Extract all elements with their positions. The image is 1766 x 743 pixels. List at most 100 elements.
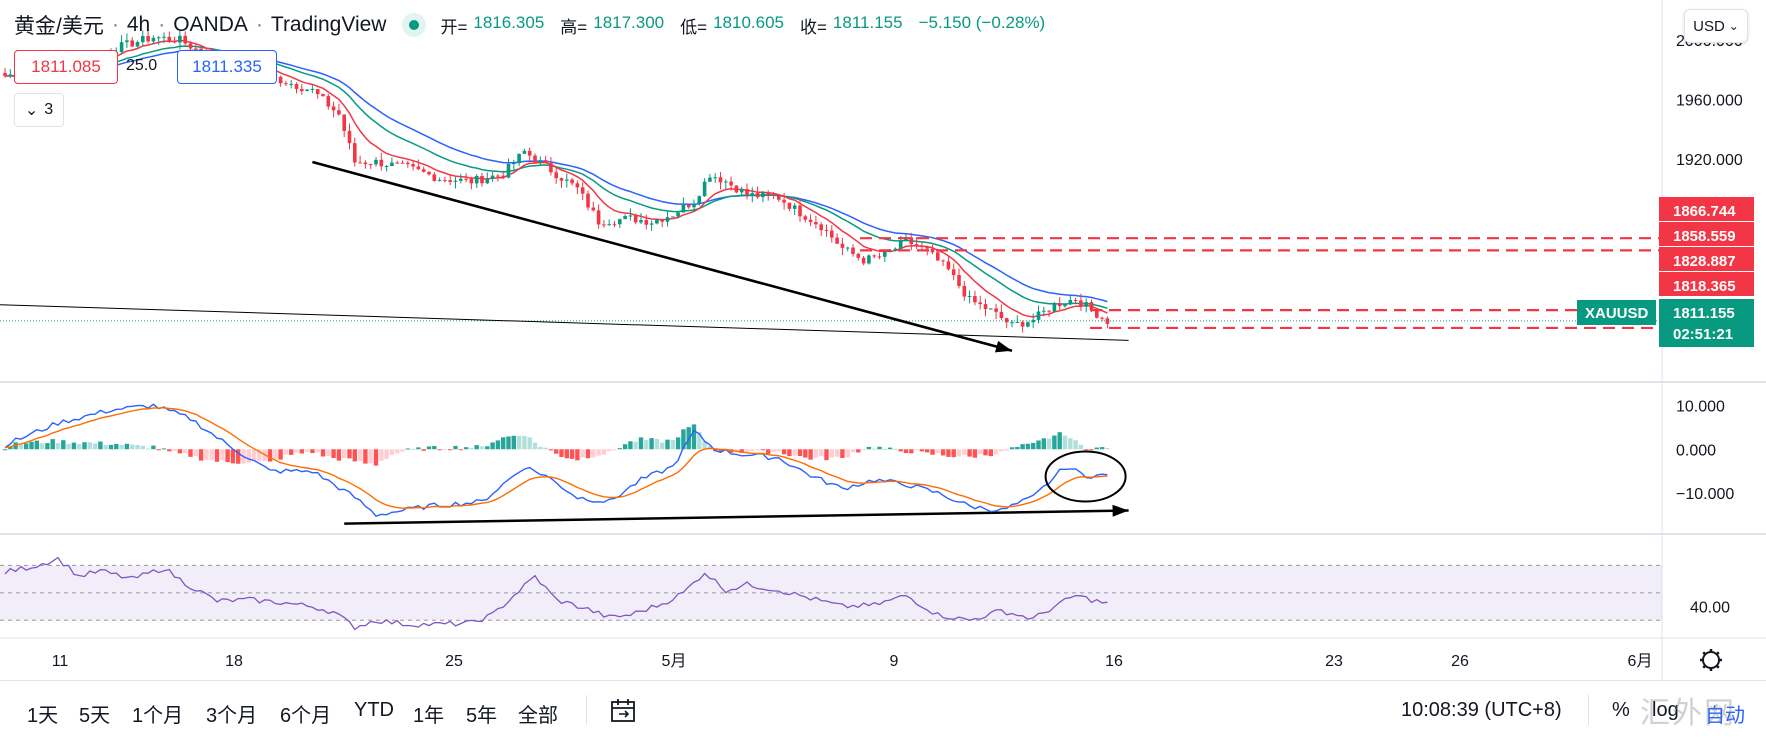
candle-body	[1100, 317, 1104, 319]
platform-label: TradingView	[270, 13, 387, 36]
macd-histogram-bar	[538, 446, 543, 450]
candle-body	[633, 215, 638, 223]
sell-price-button[interactable]: 1811.085	[14, 50, 118, 84]
candle-body	[437, 179, 442, 181]
macd-histogram-bar	[501, 437, 506, 450]
macd-signal-line	[4, 407, 1108, 509]
range-button-1m[interactable]: 1个月	[132, 705, 184, 727]
candle-body	[183, 35, 187, 44]
candle-body	[294, 83, 299, 89]
candle-body	[533, 155, 537, 163]
time-axis-label: 23	[1325, 653, 1343, 670]
macd-histogram-bar	[119, 444, 124, 450]
macd-histogram-bar	[2, 449, 8, 451]
macd-histogram-bar	[914, 449, 919, 451]
range-button-3m[interactable]: 3个月	[206, 705, 258, 727]
symbol-name[interactable]: 黄金/美元	[14, 15, 104, 38]
candle-body	[363, 162, 368, 165]
candle-body	[967, 296, 972, 298]
auto-scale-toggle[interactable]: 自动	[1705, 705, 1745, 727]
macd-histogram-bar	[485, 446, 490, 450]
go-to-date-icon[interactable]	[609, 697, 637, 725]
macd-histogram-bar	[432, 446, 437, 450]
range-button-1y[interactable]: 1年	[413, 705, 445, 727]
macd-histogram-bar	[437, 449, 442, 451]
macd-histogram-bar	[193, 449, 198, 456]
macd-histogram-bar	[320, 449, 326, 457]
candle-body	[464, 178, 468, 180]
macd-histogram-bar	[797, 449, 803, 456]
percent-scale-toggle[interactable]: %	[1612, 699, 1630, 721]
macd-histogram-bar	[872, 448, 877, 450]
macd-histogram-bar	[532, 442, 538, 450]
macd-histogram-bar	[1031, 442, 1036, 450]
candle-body	[1047, 310, 1051, 312]
macd-histogram-bar	[903, 449, 909, 454]
level-price-tag	[1659, 197, 1754, 221]
header-dot: ·	[255, 13, 263, 36]
macd-histogram-bar	[718, 449, 723, 453]
macd-histogram-bar	[967, 449, 972, 457]
macd-histogram-bar	[1089, 449, 1094, 451]
macd-histogram-bar	[1084, 449, 1089, 451]
candle-body	[761, 192, 765, 198]
range-button-1d[interactable]: 1天	[27, 705, 59, 727]
candle-body	[135, 42, 140, 47]
range-button-all[interactable]: 全部	[518, 705, 558, 727]
macd-histogram-bar	[919, 449, 925, 452]
candle-body	[750, 193, 755, 196]
candle-body	[808, 219, 813, 223]
macd-histogram-bar	[607, 449, 612, 452]
candle-body	[527, 150, 532, 156]
log-scale-toggle[interactable]: log	[1652, 699, 1679, 721]
macd-histogram-bar	[834, 449, 840, 457]
indicators-toggle-button[interactable]: ⌄ 3	[14, 93, 64, 127]
macd-histogram-bar	[628, 441, 633, 450]
macd-histogram-bar	[1015, 446, 1020, 450]
candle-body	[883, 252, 887, 257]
macd-histogram-bar	[299, 449, 304, 454]
candle-body	[845, 247, 850, 249]
time-axis-label: 9	[890, 653, 899, 670]
candle-body	[824, 230, 829, 232]
header-dot: ·	[111, 13, 119, 36]
range-button-5y[interactable]: 5年	[466, 705, 498, 727]
candle-body	[1026, 322, 1030, 327]
candle-body	[718, 177, 723, 183]
candle-body	[665, 217, 670, 222]
macd-histogram-bar	[172, 449, 177, 451]
range-button-6m[interactable]: 6个月	[280, 705, 332, 727]
macd-histogram-bar	[803, 449, 808, 458]
range-button-ytd[interactable]: YTD	[354, 699, 394, 721]
spread-value: 25.0	[126, 57, 158, 74]
close-value: 1811.155	[832, 12, 903, 32]
macd-histogram-bar	[204, 449, 209, 461]
interval-label[interactable]: 4h	[126, 13, 151, 36]
candle-body	[856, 253, 861, 258]
macd-histogram-bar	[114, 443, 119, 450]
macd-histogram-bar	[813, 449, 819, 458]
macd-histogram-bar	[458, 449, 463, 451]
macd-histogram-bar	[29, 441, 34, 450]
clock-timezone[interactable]: 10:08:39 (UTC+8)	[1401, 699, 1562, 721]
market-open-icon[interactable]	[402, 13, 427, 37]
candle-body	[681, 204, 686, 213]
macd-histogram-bar	[188, 449, 193, 457]
range-button-5d[interactable]: 5天	[79, 705, 111, 727]
broker-label: OANDA	[173, 13, 248, 36]
buy-price-button[interactable]: 1811.335	[177, 50, 277, 84]
macd-histogram-bar	[845, 449, 850, 458]
candle-body	[957, 275, 961, 286]
macd-histogram-bar	[622, 444, 628, 450]
candle-body	[729, 181, 733, 186]
macd-histogram-bar	[1025, 443, 1031, 450]
currency-select[interactable]: USD ⌄	[1684, 9, 1748, 43]
macd-histogram-bar	[686, 427, 691, 450]
settings-gear-tooth	[1715, 664, 1720, 669]
macd-histogram-bar	[522, 436, 527, 450]
macd-histogram-bar	[448, 449, 453, 451]
settings-gear-icon[interactable]	[1702, 651, 1720, 669]
macd-histogram-bar	[495, 440, 501, 450]
macd-histogram-bar	[893, 448, 898, 450]
